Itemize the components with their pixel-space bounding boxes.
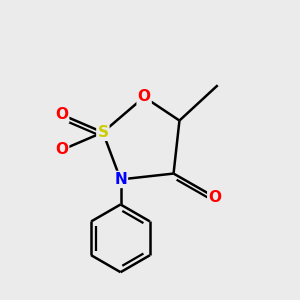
Text: O: O xyxy=(55,107,68,122)
Text: N: N xyxy=(114,172,127,187)
Text: O: O xyxy=(55,142,68,158)
Text: S: S xyxy=(98,125,108,140)
Text: O: O xyxy=(138,89,151,104)
Text: O: O xyxy=(208,190,221,205)
